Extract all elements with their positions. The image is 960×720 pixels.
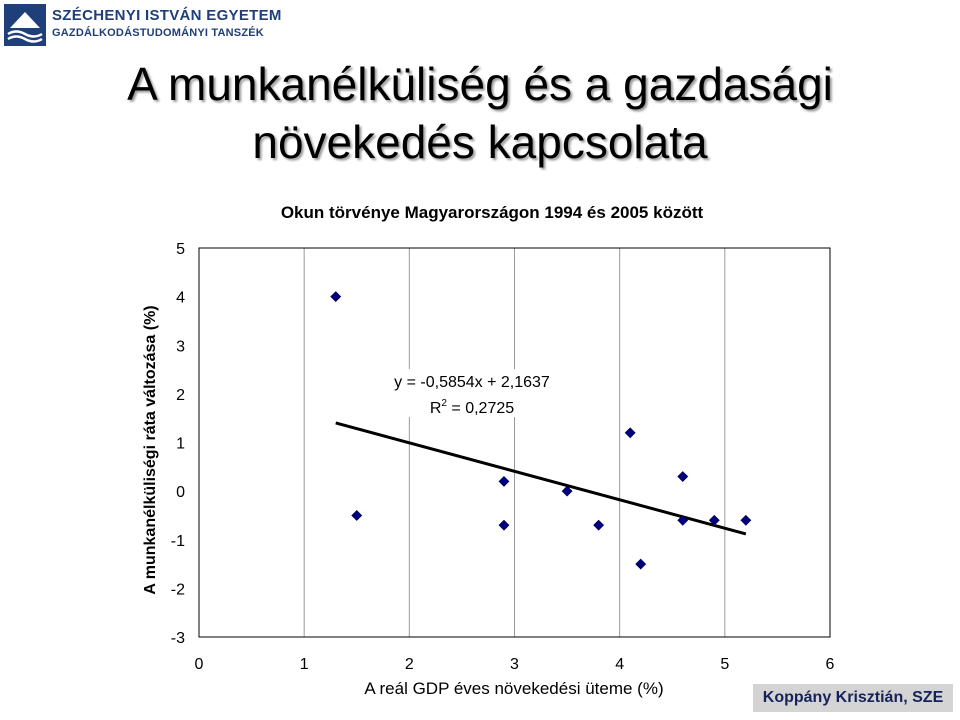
author-badge: Koppány Krisztián, SZE — [753, 684, 953, 712]
data-point-marker — [624, 427, 636, 439]
y-axis-ticks: 5 4 3 2 1 0 -1 -2 -3 — [171, 241, 185, 647]
y-tick-label: 2 — [176, 387, 185, 404]
data-point-marker — [635, 558, 647, 570]
r-squared-text: R2 = 0,2725 — [430, 398, 514, 417]
trendline — [335, 421, 747, 536]
y-tick-label: 4 — [176, 290, 185, 307]
data-point-marker — [498, 475, 510, 487]
data-points — [330, 291, 752, 570]
x-tick-label: 5 — [720, 656, 729, 673]
x-tick-label: 6 — [826, 656, 835, 673]
data-point-marker — [593, 519, 605, 531]
institution-name: SZÉCHENYI ISTVÁN EGYETEM — [52, 7, 282, 24]
chart-title: Okun törvénye Magyarországon 1994 és 200… — [281, 203, 704, 222]
x-axis-label: A reál GDP éves növekedési üteme (%) — [364, 679, 663, 698]
data-point-marker — [498, 519, 510, 531]
y-tick-label: 5 — [176, 241, 185, 258]
y-tick-label: -2 — [171, 581, 185, 598]
y-tick-label: -1 — [171, 533, 185, 550]
plot-area — [198, 247, 831, 638]
university-logo-icon — [4, 4, 46, 46]
x-tick-label: 3 — [510, 656, 519, 673]
y-tick-label: 1 — [176, 436, 185, 453]
data-point-marker — [330, 291, 342, 303]
r-squared-value: = 0,2725 — [447, 400, 514, 417]
data-point-marker — [561, 485, 573, 497]
equation-text: y = -0,5854x + 2,1637 — [394, 374, 550, 391]
grid-lines — [303, 248, 726, 637]
data-point-marker — [677, 471, 689, 482]
r-squared-exponent: 2 — [441, 398, 447, 409]
y-tick-label: 0 — [176, 484, 185, 501]
data-point-marker — [708, 514, 720, 526]
slide-title-line-1: A munkanélküliség és a gazdasági — [127, 58, 833, 110]
y-tick-label: -3 — [171, 630, 185, 647]
department-name: GAZDÁLKODÁSTUDOMÁNYI TANSZÉK — [52, 27, 264, 39]
data-point-marker — [677, 514, 689, 526]
data-point-marker — [740, 514, 752, 526]
data-point-marker — [351, 510, 363, 521]
y-tick-label: 3 — [176, 338, 185, 355]
y-axis-label: A munkanélküliségi ráta változása (%) — [142, 305, 159, 594]
x-tick-label: 1 — [300, 656, 309, 673]
x-tick-label: 0 — [195, 656, 204, 673]
trendline-equation: y = -0,5854x + 2,1637 R2 = 0,2725 — [382, 369, 562, 417]
x-tick-label: 4 — [615, 656, 624, 673]
x-tick-label: 2 — [405, 656, 414, 673]
slide-title-line-2: növekedés kapcsolata — [252, 116, 708, 168]
header: SZÉCHENYI ISTVÁN EGYETEM GAZDÁLKODÁSTUDO… — [0, 0, 300, 50]
r-squared-prefix: R — [430, 400, 442, 417]
slide-title: A munkanélküliség és a gazdasági növeked… — [0, 55, 960, 171]
x-axis-ticks: 0 1 2 3 4 5 6 — [195, 656, 835, 673]
